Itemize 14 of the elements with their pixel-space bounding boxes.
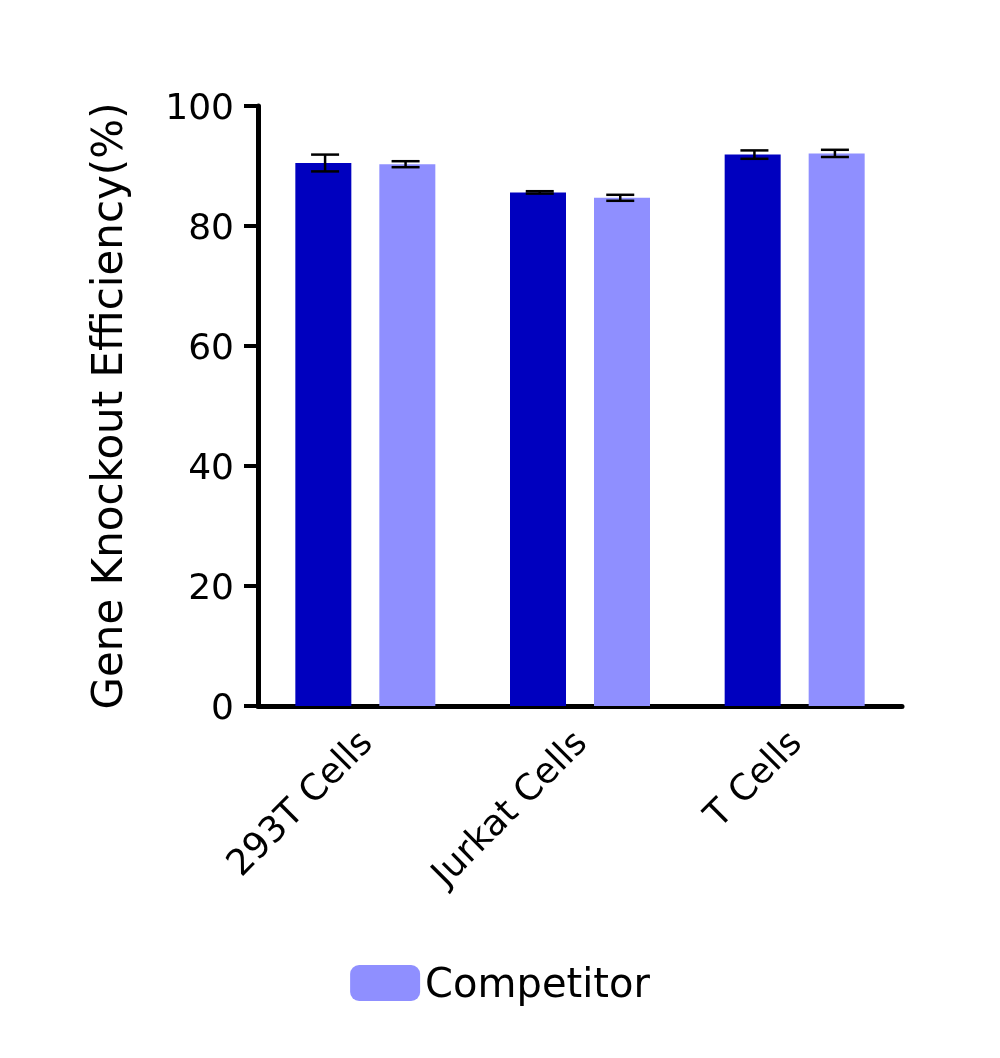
legend-label: Competitor [425,960,651,1006]
y-tick-label: 20 [188,565,234,607]
y-tick-label: 100 [165,85,234,127]
y-axis-title: Gene Knockout Efficiency(%) [82,102,132,710]
bar [379,164,436,706]
bar [808,153,865,706]
bar [295,163,352,706]
y-tick-label: 0 [211,685,234,727]
y-tick-label: 80 [188,205,234,247]
bar [510,192,566,706]
bar [724,154,781,706]
y-tick-label: 40 [188,445,234,487]
bar [594,197,650,706]
y-tick-label: 60 [188,325,234,367]
